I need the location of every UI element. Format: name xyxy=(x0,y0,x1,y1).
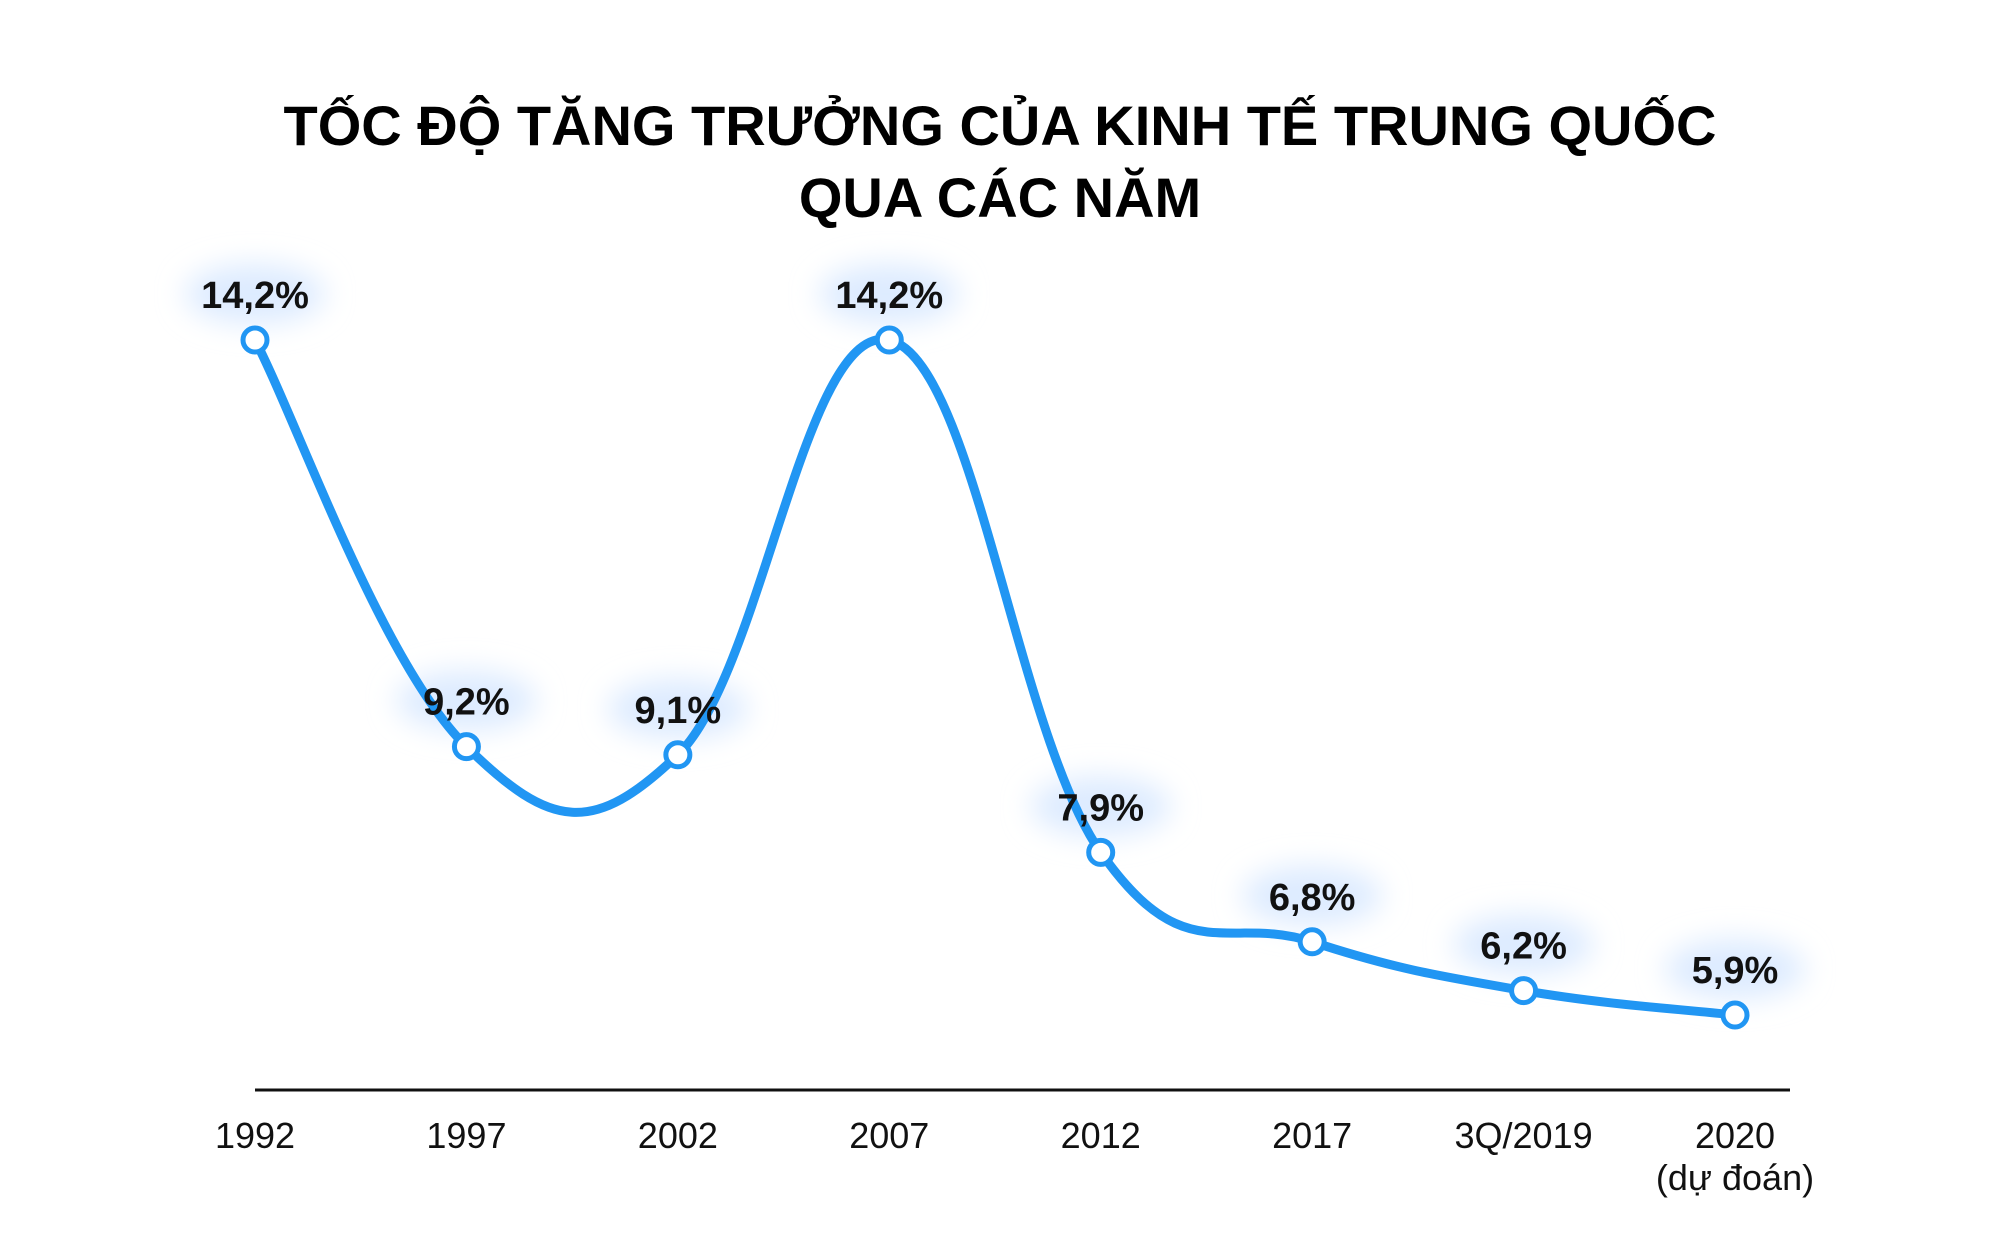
value-label: 7,9% xyxy=(1057,787,1144,829)
chart-title: TỐC ĐỘ TĂNG TRƯỞNG CỦA KINH TẾ TRUNG QUỐ… xyxy=(0,90,2000,234)
data-point xyxy=(240,325,270,355)
data-point xyxy=(1086,837,1116,867)
data-point xyxy=(1297,927,1327,957)
x-tick-label: 1992 xyxy=(215,1115,295,1156)
chart-title-line-2: QUA CÁC NĂM xyxy=(798,166,1202,229)
value-label: 6,2% xyxy=(1480,926,1567,968)
value-label: 9,1% xyxy=(635,690,722,732)
value-label: 14,2% xyxy=(835,275,943,317)
x-tick-label: 2020 xyxy=(1695,1115,1775,1156)
chart-title-line-1: TỐC ĐỘ TĂNG TRƯỞNG CỦA KINH TẾ TRUNG QUỐ… xyxy=(283,94,1717,157)
value-label: 6,8% xyxy=(1269,877,1356,919)
label-glow xyxy=(1453,914,1594,975)
value-labels: 14,2% 9,2% 9,1% 14,2% 7,9% 6,8% 6,2% 5,9% xyxy=(201,275,1778,992)
data-point xyxy=(874,325,904,355)
x-tick-label: 3Q/2019 xyxy=(1455,1115,1593,1156)
x-tick-label: 1997 xyxy=(426,1115,506,1156)
data-point xyxy=(451,732,481,762)
x-tick-label: 2002 xyxy=(638,1115,718,1156)
label-glow xyxy=(1242,865,1383,926)
data-point xyxy=(1509,976,1539,1006)
data-point xyxy=(663,740,693,770)
x-tick-labels: 1992 1997 2002 2007 2012 2017 3Q/2019 2020(dự đ… xyxy=(215,1115,1814,1198)
x-tick-sublabel: (dự đoán) xyxy=(1656,1157,1814,1198)
label-glow xyxy=(396,670,537,731)
data-markers xyxy=(240,325,1750,1030)
label-glow xyxy=(185,264,325,324)
label-glow xyxy=(819,264,960,324)
x-tick-label: 2012 xyxy=(1061,1115,1141,1156)
label-glows xyxy=(185,264,1805,999)
x-tick-label: 2017 xyxy=(1272,1115,1352,1156)
value-label: 5,9% xyxy=(1692,950,1779,992)
data-point xyxy=(1720,1000,1750,1030)
value-label: 9,2% xyxy=(423,682,510,724)
label-glow xyxy=(1665,939,1805,999)
value-label: 14,2% xyxy=(201,275,309,317)
x-tick-label: 2007 xyxy=(849,1115,929,1156)
